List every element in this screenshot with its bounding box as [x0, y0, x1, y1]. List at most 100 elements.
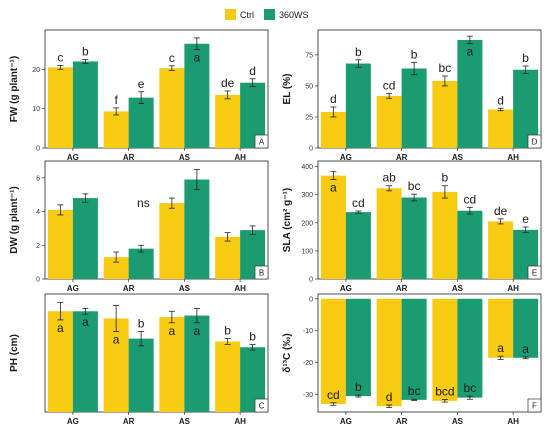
bar-360ws	[72, 61, 98, 148]
bar-360ws	[184, 43, 210, 149]
y-tick-label: 0	[36, 277, 40, 284]
panel-f: 0 -10 -20 -30 δ¹³C (‰) AG cd b AR d bc AS bcd bc AH a a F	[282, 293, 542, 426]
x-category-label: AG	[67, 153, 79, 162]
significance-label: b	[138, 316, 145, 330]
significance-label: bcd	[435, 385, 454, 399]
significance-label: b	[82, 45, 89, 59]
significance-label: cd	[352, 196, 365, 210]
bar-ctrl	[215, 94, 241, 148]
bar-ctrl	[215, 236, 241, 279]
significance-label: e	[138, 77, 145, 91]
y-tick-label: 2	[36, 243, 40, 250]
panel-d: 0 25 50 75 EL (%) AG d b AR cd b AS bc a AH d b D	[282, 29, 542, 162]
significance-label: bc	[408, 384, 421, 398]
x-category-label: AG	[67, 284, 79, 293]
bar-ctrl	[103, 318, 129, 412]
panel-letter: F	[532, 402, 537, 411]
y-tick-label: 400	[301, 164, 313, 171]
significance-label: ns	[137, 196, 150, 210]
legend-label-360ws: 360WS	[279, 10, 309, 20]
significance-label: cd	[383, 78, 396, 92]
bar-360ws	[345, 298, 371, 397]
y-tick-label: 20	[32, 67, 40, 74]
significance-label: bc	[408, 179, 421, 193]
x-category-label: AS	[179, 417, 191, 426]
legend-swatch-360ws	[264, 9, 275, 20]
bar-360ws	[128, 338, 154, 412]
y-tick-label: -20	[303, 360, 313, 367]
x-category-label: AG	[340, 417, 352, 426]
y-tick-label: 0	[309, 296, 313, 303]
significance-label: b	[442, 171, 449, 185]
bar-ctrl	[320, 298, 346, 405]
panel-letter: C	[259, 402, 265, 411]
bar-360ws	[457, 39, 483, 148]
panel-letter-box	[527, 398, 542, 413]
significance-label: d	[386, 390, 393, 404]
significance-label: bc	[439, 61, 452, 75]
x-category-label: AG	[340, 284, 352, 293]
bar-360ws	[513, 298, 539, 358]
panel-letter-box	[527, 134, 542, 149]
bar-360ws	[457, 298, 483, 398]
panel-a: 0 10 20 FW (g plant⁻¹) AG c b AR f e AS c a AH ded A	[9, 29, 269, 162]
y-tick-label: 100	[301, 248, 313, 255]
bar-360ws	[184, 179, 210, 279]
y-tick-label: 6	[36, 175, 40, 182]
x-category-label: AH	[507, 417, 519, 426]
significance-label: c	[57, 50, 63, 64]
panel-letter-box	[254, 134, 269, 149]
bar-ctrl	[47, 311, 73, 412]
panel-letter-box	[254, 398, 269, 413]
x-category-label: AR	[396, 284, 408, 293]
significance-label: b	[522, 51, 529, 65]
bar-360ws	[345, 212, 371, 279]
bar-ctrl	[432, 80, 458, 148]
x-category-label: AR	[123, 417, 135, 426]
significance-label: b	[224, 324, 231, 338]
significance-label: a	[497, 341, 504, 355]
bar-ctrl	[47, 67, 73, 148]
x-category-label: AH	[234, 153, 246, 162]
significance-label: d	[330, 92, 337, 106]
significance-label: a	[57, 321, 64, 335]
bar-ctrl	[159, 317, 185, 412]
y-tick-label: 0	[36, 146, 40, 153]
significance-label: de	[221, 76, 235, 90]
bar-360ws	[184, 315, 210, 412]
bar-ctrl	[215, 341, 241, 412]
y-tick-label: 0	[309, 277, 313, 284]
y-axis-label: FW (g plant⁻¹)	[9, 56, 20, 122]
significance-label: a	[194, 51, 201, 65]
panel-letter: B	[259, 269, 264, 278]
panel-letter-box	[254, 265, 269, 280]
bar-ctrl	[376, 188, 402, 279]
bar-360ws	[72, 311, 98, 412]
bar-ctrl	[488, 109, 514, 148]
y-tick-label: 300	[301, 192, 313, 199]
bar-ctrl	[103, 257, 129, 279]
bar-ctrl	[320, 175, 346, 279]
bar-360ws	[72, 198, 98, 279]
x-category-label: AH	[234, 284, 246, 293]
bar-ctrl	[432, 191, 458, 279]
significance-label: cd	[327, 388, 340, 402]
y-axis-label: PH (cm)	[9, 334, 20, 372]
significance-label: a	[330, 181, 337, 195]
significance-label: a	[113, 332, 120, 346]
legend-label-ctrl: Ctrl	[240, 10, 254, 20]
bar-ctrl	[320, 111, 346, 148]
bar-360ws	[345, 63, 371, 148]
bar-ctrl	[488, 298, 514, 358]
bar-ctrl	[159, 68, 185, 148]
y-tick-label: 200	[301, 220, 313, 227]
y-axis-label: SLA (cm² g⁻¹)	[282, 188, 293, 252]
y-tick-label: 10	[32, 106, 40, 113]
panel-c: PH (cm) AG a a AR a b AS a a AH b b C	[9, 293, 269, 426]
x-category-label: AH	[234, 417, 246, 426]
y-tick-label: 25	[305, 114, 313, 121]
significance-label: ab	[382, 171, 396, 185]
bar-ctrl	[376, 298, 402, 407]
y-tick-label: -10	[303, 328, 313, 335]
